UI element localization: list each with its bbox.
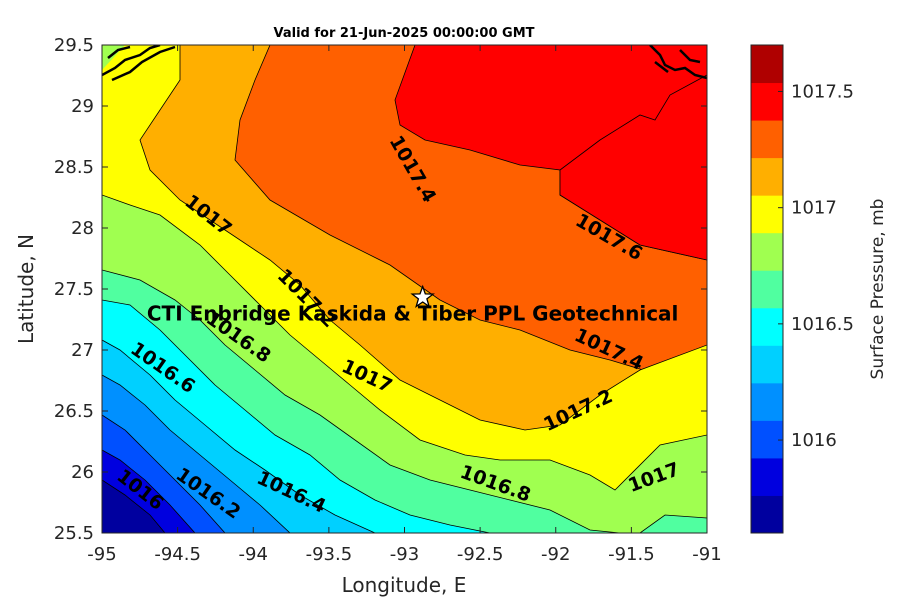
star-icon — [410, 284, 435, 308]
colorbar-tick-label: 1017 — [791, 198, 837, 219]
colorbar — [751, 45, 783, 534]
colorbar-swatch — [751, 307, 783, 346]
y-tick-label: 27.5 — [54, 279, 94, 300]
colorbar-swatch — [751, 420, 783, 459]
site-marker — [410, 284, 435, 308]
y-tick-label: 26.5 — [54, 401, 94, 422]
x-tick-label: -93 — [390, 544, 419, 565]
colorbar-tick-label: 1016.5 — [791, 314, 854, 335]
band-1015-4 — [102, 479, 166, 533]
colorbar-swatch — [751, 45, 783, 84]
colorbar-swatch — [751, 120, 783, 159]
y-tick-label: 28 — [71, 218, 94, 239]
map-title: Valid for 21-Jun-2025 00:00:00 GMT — [274, 26, 535, 41]
y-tick-label: 27 — [71, 340, 94, 361]
band-1017-6-east — [559, 74, 707, 261]
colorbar-swatch — [751, 195, 783, 234]
y-axis-ticks: 29.5 29 28.5 28 27.5 27 26.5 26 25.5 — [54, 35, 707, 544]
colorbar-label: Surface Pressure, mb — [868, 199, 888, 380]
colorbar-tick-label: 1017.5 — [791, 81, 854, 102]
coastline-ne — [649, 45, 707, 80]
band-corner-nw — [102, 45, 125, 70]
x-tick-label: -91.5 — [608, 544, 655, 565]
colorbar-tick-label: 1016 — [791, 430, 837, 451]
x-tick-label: -94 — [239, 544, 268, 565]
colorbar-swatch — [751, 270, 783, 309]
x-tick-label: -92.5 — [457, 544, 504, 565]
y-tick-label: 29.5 — [54, 35, 94, 56]
x-axis-label: Longitude, E — [342, 573, 467, 597]
colorbar-swatch — [751, 495, 783, 534]
colorbar-swatch — [751, 345, 783, 384]
x-axis-ticks: -95 -94.5 -94 -93.5 -93 -92.5 -92 -91.5 -91 — [87, 45, 722, 565]
colorbar-swatch — [751, 82, 783, 121]
coastline-nw — [102, 45, 176, 82]
colorbar-swatch — [751, 232, 783, 271]
site-label: CTI Enbridge Kaskida & Tiber PPL Geotech… — [147, 302, 679, 326]
y-tick-label: 26 — [71, 462, 94, 483]
y-axis-label: Latitude, N — [14, 234, 38, 344]
y-tick-label: 28.5 — [54, 157, 94, 178]
x-tick-label: -91 — [692, 544, 721, 565]
x-tick-label: -94.5 — [154, 544, 201, 565]
colorbar-swatch — [751, 382, 783, 421]
x-tick-label: -93.5 — [306, 544, 353, 565]
y-tick-label: 29 — [71, 96, 94, 117]
colorbar-swatch — [751, 457, 783, 496]
colorbar-border — [750, 44, 784, 534]
band-1016-6-se — [639, 514, 707, 533]
colorbar-ticks: 1017.5 1017 1016.5 1016 — [778, 81, 854, 451]
y-tick-label: 25.5 — [54, 523, 94, 544]
colorbar-swatch — [751, 157, 783, 196]
x-tick-label: -92 — [541, 544, 570, 565]
x-tick-label: -95 — [87, 544, 116, 565]
